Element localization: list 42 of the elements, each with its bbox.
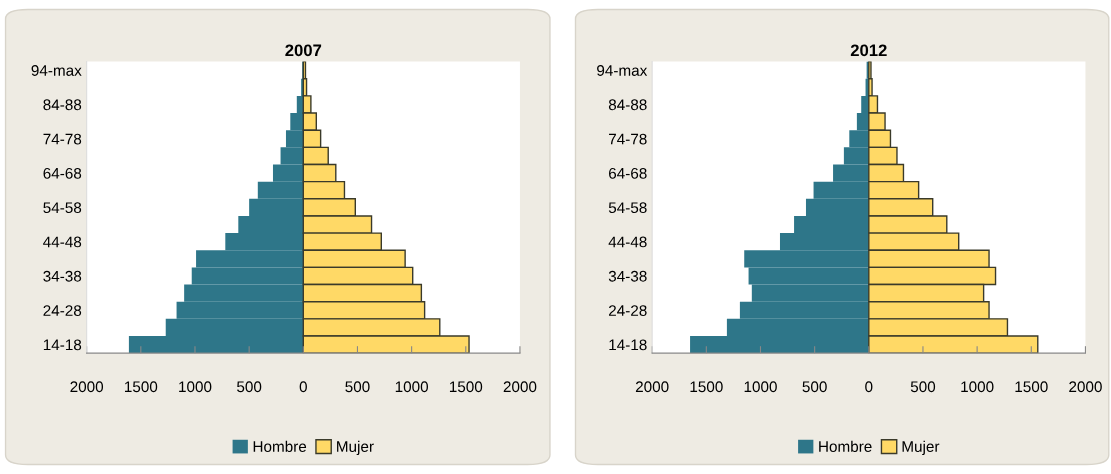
y-tick-label: 34-38 bbox=[43, 270, 82, 282]
x-tick-label: 1500 bbox=[449, 381, 483, 393]
y-tick-label: 14-18 bbox=[43, 339, 82, 351]
y-tick-label: 74-78 bbox=[609, 133, 647, 145]
x-tick-label: 500 bbox=[802, 381, 827, 393]
chart-title: 2012 bbox=[850, 44, 887, 57]
legend-label: Hombre bbox=[819, 440, 872, 452]
x-tick-label: 2000 bbox=[1069, 381, 1102, 393]
x-tick-label: 500 bbox=[237, 381, 262, 393]
x-tick-label: 1000 bbox=[395, 381, 429, 393]
legend-label: Mujer bbox=[902, 440, 940, 455]
x-tick-label: 500 bbox=[910, 381, 936, 393]
y-tick-label: 64-68 bbox=[609, 167, 647, 179]
legend-label: Hombre bbox=[253, 440, 307, 452]
y-tick-label: 44-48 bbox=[43, 236, 82, 248]
y-tick-label: 54-58 bbox=[43, 202, 82, 214]
x-tick-label: 2000 bbox=[503, 381, 537, 393]
y-tick-label: 24-28 bbox=[608, 305, 647, 316]
chart-title: 2007 bbox=[285, 44, 322, 57]
y-tick-label: 54-58 bbox=[608, 202, 647, 214]
y-tick-label: 14-18 bbox=[609, 339, 647, 351]
x-tick-label: 2000 bbox=[635, 381, 669, 393]
x-tick-label: 1500 bbox=[124, 381, 158, 393]
x-tick-label: 500 bbox=[345, 381, 370, 393]
x-tick-label: 2000 bbox=[70, 381, 104, 393]
y-tick-label: 94-max bbox=[597, 65, 648, 76]
y-tick-label: 64-68 bbox=[43, 167, 82, 179]
y-tick-label: 24-28 bbox=[43, 305, 82, 316]
y-tick-label: 74-78 bbox=[43, 133, 82, 145]
y-tick-label: 44-48 bbox=[608, 236, 647, 248]
y-tick-label: 94-max bbox=[31, 65, 82, 76]
x-tick-label: 1000 bbox=[744, 381, 777, 393]
x-tick-label: 1500 bbox=[690, 381, 723, 393]
y-tick-label: 34-38 bbox=[608, 270, 647, 282]
y-tick-label: 84-88 bbox=[608, 99, 647, 111]
x-tick-label: 0 bbox=[299, 381, 307, 393]
x-tick-label: 1000 bbox=[961, 381, 994, 393]
legend-label: Mujer bbox=[337, 440, 374, 455]
x-tick-label: 0 bbox=[865, 381, 873, 393]
x-tick-label: 1000 bbox=[179, 381, 212, 393]
y-tick-label: 84-88 bbox=[43, 99, 82, 111]
x-tick-label: 1500 bbox=[1015, 381, 1048, 393]
